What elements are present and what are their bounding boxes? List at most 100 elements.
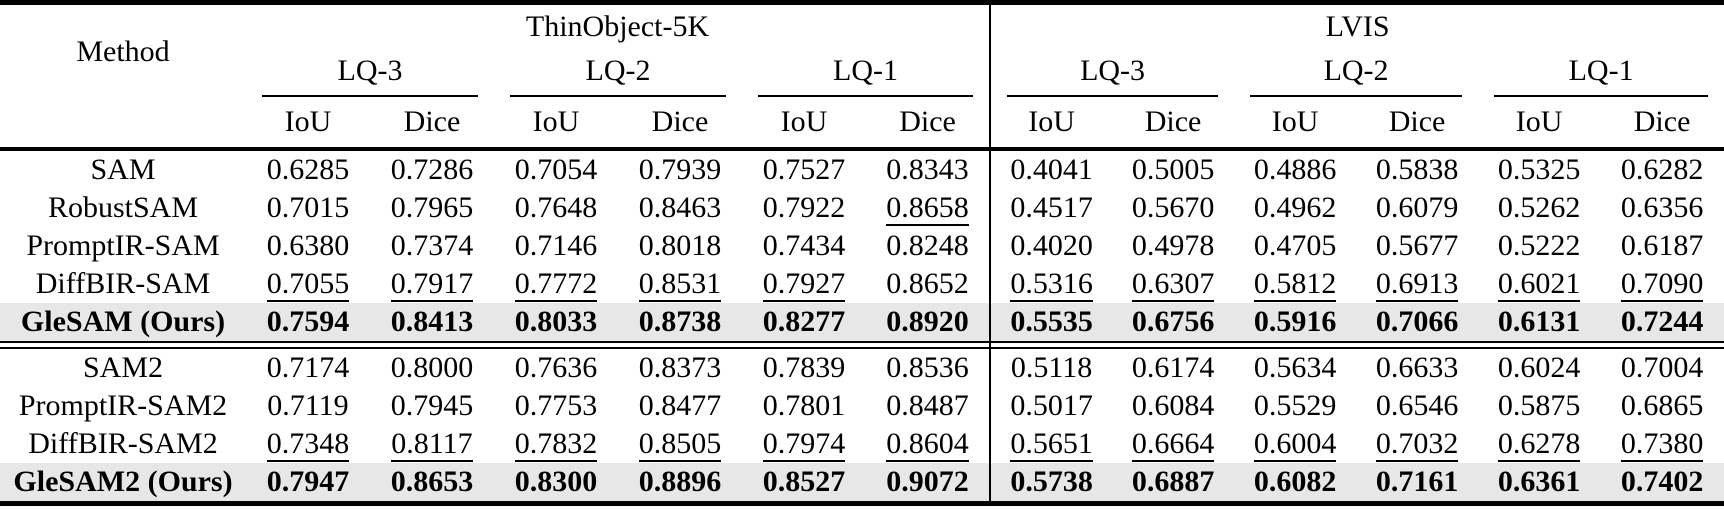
- metric-value: 0.8277: [742, 303, 866, 341]
- metric-value: 0.8604: [866, 425, 990, 463]
- metric-value-text: 0.4886: [1253, 153, 1337, 186]
- result-row-highlighted: GleSAM (Ours) 0.7594 0.8413 0.8033 0.8738 0.8…: [0, 303, 1724, 341]
- result-row: PromptIR-SAM 0.6380 0.7374 0.7146 0.8018 0.74…: [0, 227, 1724, 265]
- metric-value: 0.6361: [1478, 463, 1600, 504]
- metric-value-text: 0.7594: [266, 305, 350, 338]
- metric-value-text: 0.8738: [638, 305, 722, 338]
- metric-value-underlined: 0.6664: [1131, 427, 1215, 462]
- lq-header-thinobject-lq3: LQ-3: [246, 49, 494, 97]
- metric-value: 0.5017: [989, 387, 1113, 425]
- metric-value-text: 0.8487: [886, 389, 969, 422]
- metric-value: 0.5262: [1478, 189, 1600, 227]
- metric-value: 0.6082: [1234, 463, 1356, 504]
- metric-value: 0.7594: [246, 303, 370, 341]
- metric-value-underlined: 0.5651: [1010, 427, 1093, 462]
- metric-value-text: 0.7434: [762, 229, 846, 262]
- method-name: GleSAM (Ours): [20, 305, 226, 338]
- metric-value-text: 0.6285: [266, 153, 350, 186]
- metric-value: 0.8463: [618, 189, 742, 227]
- metric-value: 0.7927: [742, 265, 866, 303]
- metric-value: 0.5677: [1356, 227, 1478, 265]
- metric-value: 0.7004: [1600, 349, 1724, 387]
- metric-value-underlined: 0.8658: [886, 191, 969, 226]
- metric-value: 0.7090: [1600, 265, 1724, 303]
- metric-value-text: 0.5535: [1010, 305, 1093, 338]
- metric-value: 0.7374: [370, 227, 494, 265]
- lq-header-lvis-lq2: LQ-2: [1234, 49, 1478, 97]
- lq-label: LQ-3: [1007, 54, 1219, 97]
- metric-value-text: 0.4705: [1253, 229, 1337, 262]
- metric-value-text: 0.6380: [266, 229, 350, 262]
- metric-value-text: 0.5738: [1010, 465, 1093, 498]
- result-row: DiffBIR-SAM 0.7055 0.7917 0.7772 0.8531 0.792…: [0, 265, 1724, 303]
- metric-value: 0.8658: [866, 189, 990, 227]
- metric-value: 0.7146: [494, 227, 618, 265]
- metric-value-underlined: 0.6021: [1497, 267, 1581, 302]
- metric-value-underlined: 0.7032: [1375, 427, 1459, 462]
- metric-value-text: 0.8033: [514, 305, 598, 338]
- metric-value: 0.5222: [1478, 227, 1600, 265]
- metric-header-dice: Dice: [1600, 97, 1724, 151]
- metric-value-text: 0.8373: [638, 351, 722, 384]
- metric-value-text: 0.6082: [1253, 465, 1337, 498]
- metric-value: 0.5875: [1478, 387, 1600, 425]
- metric-value-underlined: 0.7772: [514, 267, 598, 302]
- metric-value-text: 0.7945: [390, 389, 474, 422]
- metric-value-text: 0.6024: [1497, 351, 1581, 384]
- metric-value-text: 0.7174: [266, 351, 350, 384]
- metric-value: 0.6021: [1478, 265, 1600, 303]
- metric-value-text: 0.4962: [1253, 191, 1337, 224]
- metric-value-text: 0.6633: [1375, 351, 1459, 384]
- metric-value: 0.7119: [246, 387, 370, 425]
- sam2-section: SAM2 0.7174 0.8000 0.7636 0.8373 0.7839 0.8536…: [0, 349, 1724, 504]
- method-name: RobustSAM: [47, 191, 199, 224]
- metric-value-underlined: 0.7974: [762, 427, 846, 462]
- metric-value-text: 0.8463: [638, 191, 722, 224]
- metric-value: 0.4705: [1234, 227, 1356, 265]
- metric-value-text: 0.7066: [1375, 305, 1459, 338]
- result-row: SAM2 0.7174 0.8000 0.7636 0.8373 0.7839 0.8536…: [0, 349, 1724, 387]
- metric-value: 0.8487: [866, 387, 990, 425]
- result-row: SAM 0.6285 0.7286 0.7054 0.7939 0.7527 0.8343 0…: [0, 149, 1724, 189]
- metric-value-text: 0.7374: [390, 229, 474, 262]
- metric-value-text: 0.8277: [762, 305, 846, 338]
- metric-value: 0.5118: [989, 349, 1113, 387]
- metric-value-text: 0.5875: [1497, 389, 1581, 422]
- section-divider: [0, 341, 1724, 349]
- metric-value-text: 0.5325: [1497, 153, 1581, 186]
- metric-value: 0.5812: [1234, 265, 1356, 303]
- metric-value: 0.7772: [494, 265, 618, 303]
- metric-value-text: 0.8000: [390, 351, 474, 384]
- metric-value: 0.7161: [1356, 463, 1478, 504]
- metric-value-text: 0.7527: [762, 153, 846, 186]
- metric-value-underlined: 0.7927: [762, 267, 846, 302]
- metric-header-dice: Dice: [618, 97, 742, 151]
- metric-value-text: 0.8018: [638, 229, 722, 262]
- metric-value: 0.8000: [370, 349, 494, 387]
- metric-value-underlined: 0.6278: [1497, 427, 1581, 462]
- metric-value: 0.7527: [742, 149, 866, 189]
- metric-value-underlined: 0.7348: [266, 427, 350, 462]
- lq-header-thinobject-lq2: LQ-2: [494, 49, 742, 97]
- metric-value: 0.7753: [494, 387, 618, 425]
- metric-value-text: 0.7947: [266, 465, 350, 498]
- metric-value-text: 0.8527: [762, 465, 846, 498]
- metric-value: 0.6887: [1112, 463, 1234, 504]
- result-row: PromptIR-SAM2 0.7119 0.7945 0.7753 0.8477 0.7…: [0, 387, 1724, 425]
- metric-value-text: 0.7922: [762, 191, 846, 224]
- metric-value-text: 0.6756: [1131, 305, 1215, 338]
- double-rule-row: [0, 341, 1724, 349]
- metric-value-text: 0.5262: [1497, 191, 1581, 224]
- metric-value: 0.5535: [989, 303, 1113, 341]
- metric-value: 0.7922: [742, 189, 866, 227]
- metric-value-text: 0.5838: [1375, 153, 1459, 186]
- metric-value-underlined: 0.7832: [514, 427, 598, 462]
- metric-value-underlined: 0.8531: [638, 267, 722, 302]
- metric-value: 0.5738: [989, 463, 1113, 504]
- metric-value: 0.6174: [1112, 349, 1234, 387]
- metric-value: 0.6865: [1600, 387, 1724, 425]
- metric-value-text: 0.7054: [514, 153, 598, 186]
- metric-header-dice: Dice: [370, 97, 494, 151]
- metric-value-underlined: 0.5316: [1010, 267, 1093, 302]
- metric-value: 0.7066: [1356, 303, 1478, 341]
